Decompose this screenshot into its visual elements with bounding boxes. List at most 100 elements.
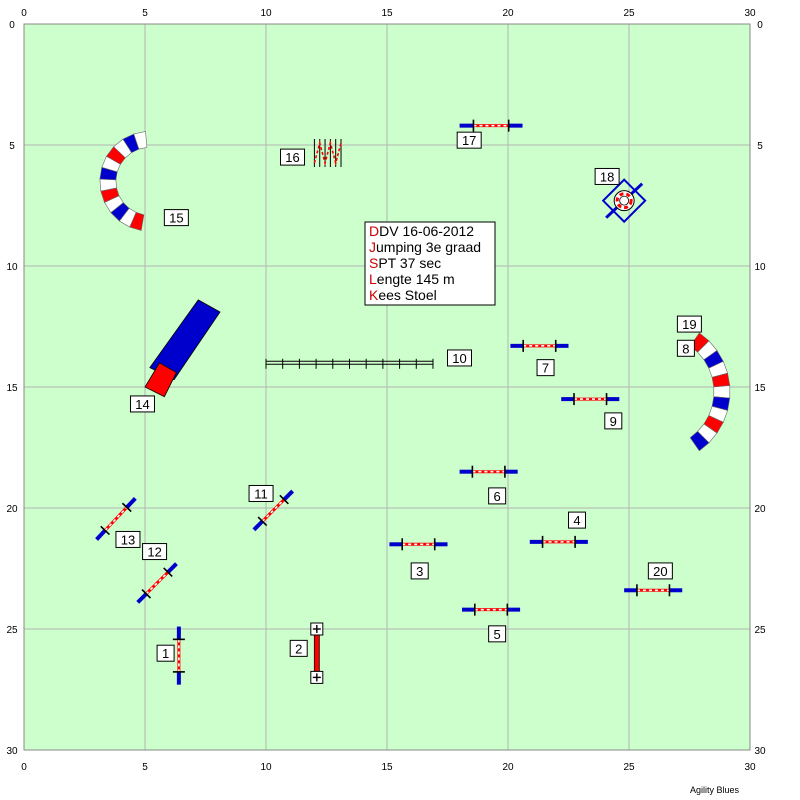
- number-box: [536, 359, 555, 377]
- jump-wing: [252, 519, 264, 532]
- number-text: 20: [653, 564, 667, 579]
- tunnel-segment: [133, 131, 148, 150]
- number-box: [129, 395, 155, 413]
- obstacles: [95, 119, 731, 685]
- x-tick-bottom: 20: [502, 762, 514, 773]
- number-text: 8: [682, 341, 689, 356]
- info-line-1-initial: D: [369, 223, 379, 239]
- number-text: 15: [169, 211, 183, 226]
- y-tick-right: 0: [757, 20, 763, 31]
- number-text: 7: [542, 361, 549, 376]
- y-tick-left: 30: [6, 746, 18, 757]
- jump-post: [100, 525, 111, 536]
- number-text: 1: [162, 646, 169, 661]
- y-tick-left: 10: [6, 262, 18, 273]
- jump-post: [121, 502, 132, 513]
- y-tick-left: 15: [6, 383, 18, 394]
- obstacle-number-14: 14: [129, 395, 155, 413]
- number-box: [676, 339, 695, 357]
- obstacle-number-8: 8: [676, 339, 695, 357]
- number-text: 10: [452, 351, 466, 366]
- obstacle-8: [689, 332, 731, 452]
- x-tick-top: 30: [744, 8, 756, 19]
- jump-wing: [125, 496, 137, 509]
- number-box: [280, 148, 306, 166]
- number-text: 4: [573, 513, 580, 528]
- y-tick-right: 25: [754, 625, 766, 636]
- field-border: [23, 23, 751, 751]
- number-text: 14: [135, 397, 149, 412]
- info-line-3-initial: S: [369, 255, 378, 271]
- obstacle-number-15: 15: [163, 209, 189, 227]
- x-tick-top: 25: [623, 8, 635, 19]
- jump-wing: [136, 592, 148, 604]
- y-tick-left: 20: [6, 504, 18, 515]
- jump-bar-stripes: [261, 499, 285, 522]
- tyre-frame: [601, 178, 647, 224]
- y-tick-left: 0: [9, 20, 15, 31]
- obstacle-6: [459, 465, 518, 478]
- info-line-3: SPT 37 sec: [369, 255, 441, 271]
- info-line-3-rest: PT 37 sec: [378, 255, 441, 271]
- obstacle-16: [313, 139, 342, 167]
- y-tick-right: 20: [754, 504, 766, 515]
- jump-wing: [95, 529, 107, 541]
- x-tick-bottom: 30: [744, 762, 756, 773]
- wall-body: [313, 628, 320, 678]
- obstacle-number-19: 19: [676, 315, 702, 333]
- number-box: [142, 543, 168, 561]
- jump-bar-stripes: [104, 506, 128, 531]
- jump-post: [257, 516, 268, 527]
- number-box: [676, 315, 702, 333]
- obstacle-number-7: 7: [536, 359, 555, 377]
- obstacle-number-18: 18: [594, 167, 620, 185]
- info-line-5: Kees Stoel: [369, 287, 437, 303]
- y-tick-right: 10: [754, 262, 766, 273]
- obstacle-4: [529, 535, 588, 548]
- number-box: [163, 209, 189, 227]
- obstacle-7: [510, 339, 569, 352]
- number-box: [456, 131, 482, 149]
- jump-bar-stripes: [145, 571, 169, 595]
- credit-text: Agility Blues: [690, 785, 740, 795]
- number-text: 5: [494, 627, 501, 642]
- y-tick-right: 30: [754, 746, 766, 757]
- obstacle-1: [172, 626, 185, 685]
- jump-wing: [166, 562, 178, 574]
- obstacle-15: [99, 131, 148, 231]
- jump-post: [141, 589, 152, 599]
- number-text: 3: [416, 564, 423, 579]
- info-line-2: Jumping 3e graad: [369, 239, 481, 255]
- info-line-2-rest: umping 3e graad: [376, 239, 481, 255]
- obstacle-17: [459, 119, 523, 132]
- number-box: [156, 644, 175, 662]
- obstacle-number-12: 12: [142, 543, 168, 561]
- obstacle-5: [462, 603, 521, 616]
- number-text: 16: [285, 150, 299, 165]
- number-box: [248, 484, 274, 502]
- x-tick-top: 10: [260, 8, 272, 19]
- info-line-2-initial: J: [369, 239, 376, 255]
- x-tick-bottom: 25: [623, 762, 635, 773]
- x-tick-bottom: 5: [142, 762, 148, 773]
- x-tick-bottom: 15: [381, 762, 393, 773]
- info-box: DDV 16-06-2012 Jumping 3e graad SPT 37 s…: [364, 221, 496, 306]
- number-box: [594, 167, 620, 185]
- y-tick-right: 15: [754, 383, 766, 394]
- number-box: [289, 639, 308, 657]
- obstacle-20: [624, 584, 683, 597]
- jump-post: [279, 494, 289, 505]
- weave-path: [313, 139, 342, 167]
- obstacle-3: [389, 538, 448, 551]
- y-tick-left: 5: [9, 141, 15, 152]
- obstacle-number-2: 2: [289, 639, 308, 657]
- x-tick-bottom: 0: [21, 762, 27, 773]
- x-tick-top: 0: [21, 8, 27, 19]
- number-box: [604, 412, 623, 430]
- info-line-4: Lengte 145 m: [369, 271, 455, 287]
- obstacle-10: [265, 358, 434, 369]
- obstacle-2: [310, 622, 324, 684]
